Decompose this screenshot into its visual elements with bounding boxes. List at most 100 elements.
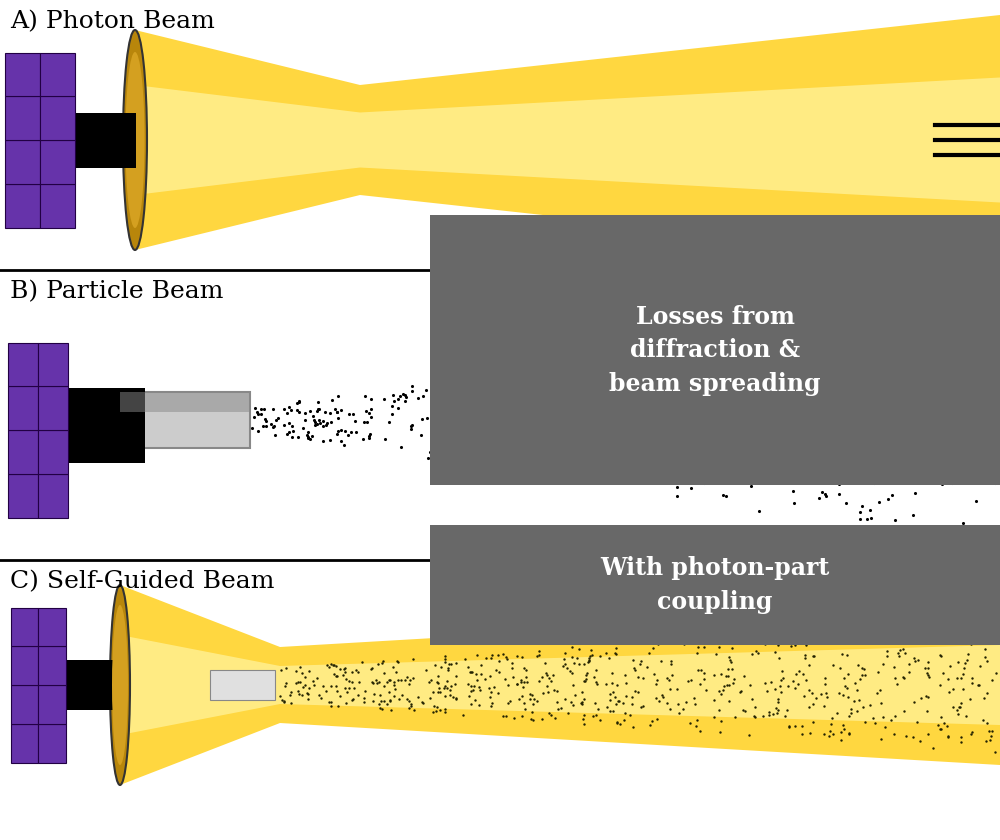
Point xyxy=(702,433,718,446)
Point xyxy=(580,655,596,669)
Point xyxy=(622,708,638,722)
Point xyxy=(787,638,803,651)
Point xyxy=(361,431,377,444)
Point xyxy=(507,402,523,416)
Point xyxy=(804,686,820,700)
Point xyxy=(863,394,879,407)
Point xyxy=(763,637,779,650)
Point xyxy=(879,644,895,658)
Point xyxy=(432,704,448,717)
Point xyxy=(526,693,542,706)
Point xyxy=(633,654,649,667)
Point xyxy=(800,633,816,646)
Point xyxy=(809,470,825,483)
Point xyxy=(843,702,859,716)
Point xyxy=(329,685,345,698)
Point xyxy=(488,430,504,444)
Point xyxy=(522,687,538,701)
Point xyxy=(855,358,871,371)
Point xyxy=(375,654,391,668)
Point xyxy=(390,674,406,687)
Point xyxy=(357,685,373,698)
Point xyxy=(433,660,449,674)
Point xyxy=(282,689,298,702)
Point xyxy=(529,694,545,707)
Point xyxy=(431,681,447,695)
Point xyxy=(281,425,297,438)
Point xyxy=(576,717,592,731)
Point xyxy=(609,678,625,691)
Point xyxy=(376,695,392,708)
Point xyxy=(837,377,853,391)
Point xyxy=(767,629,783,643)
Point xyxy=(716,680,732,693)
Point xyxy=(982,625,998,638)
Point xyxy=(670,454,686,468)
Point xyxy=(653,654,669,667)
Point xyxy=(489,397,505,411)
Point xyxy=(602,705,618,718)
Point xyxy=(798,638,814,652)
Point xyxy=(323,699,339,712)
Point xyxy=(716,414,732,428)
Point xyxy=(350,664,366,678)
Point xyxy=(866,476,882,490)
Point xyxy=(746,709,762,722)
Point xyxy=(571,432,587,445)
Point xyxy=(857,716,873,729)
Point xyxy=(750,432,766,445)
Point xyxy=(377,433,393,446)
Point xyxy=(913,691,929,705)
Point xyxy=(796,689,812,702)
Point xyxy=(949,671,965,685)
Point xyxy=(831,487,847,501)
Point xyxy=(792,404,808,417)
Point xyxy=(930,525,946,538)
Point xyxy=(318,418,334,432)
Point xyxy=(506,711,522,725)
Point xyxy=(890,647,906,660)
Point xyxy=(657,454,673,468)
Point xyxy=(442,688,458,701)
Point xyxy=(445,429,461,443)
Point xyxy=(692,725,708,738)
Point xyxy=(797,651,813,664)
Ellipse shape xyxy=(123,30,147,250)
Point xyxy=(528,369,544,382)
Point xyxy=(865,711,881,725)
Point xyxy=(526,423,542,437)
Point xyxy=(851,412,867,426)
Point xyxy=(639,636,655,649)
Point xyxy=(583,643,599,657)
Point xyxy=(363,402,379,416)
Point xyxy=(545,407,561,421)
Point xyxy=(979,686,995,700)
Point xyxy=(850,391,866,405)
Point xyxy=(984,339,1000,352)
Bar xyxy=(38,724,66,763)
Point xyxy=(463,665,479,679)
Point xyxy=(373,695,389,708)
Point xyxy=(831,686,847,700)
Point xyxy=(505,669,521,683)
Point xyxy=(952,700,968,713)
Point xyxy=(832,423,848,436)
Bar xyxy=(35,660,125,710)
Point xyxy=(848,407,864,421)
Point xyxy=(722,380,738,393)
Point xyxy=(468,667,484,680)
Point xyxy=(693,454,709,468)
Point xyxy=(981,724,997,738)
Bar xyxy=(10,646,38,685)
Point xyxy=(654,688,670,701)
Point xyxy=(863,465,879,479)
Point xyxy=(585,709,601,722)
Point xyxy=(285,424,301,438)
Point xyxy=(881,449,897,462)
Point xyxy=(849,684,865,697)
Point xyxy=(953,696,969,709)
Point xyxy=(639,365,655,379)
Point xyxy=(883,353,899,366)
Point xyxy=(931,335,947,349)
Point xyxy=(941,315,957,328)
